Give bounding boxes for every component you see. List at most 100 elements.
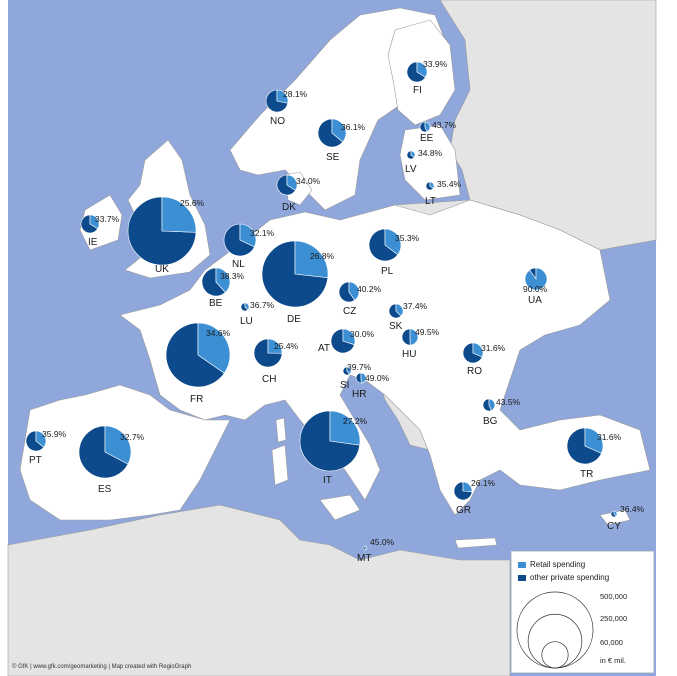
pct-label-fi: 33.9% <box>423 59 448 69</box>
country-pie-no: 28.1% NO <box>265 89 308 127</box>
pct-label-si: 39.7% <box>347 362 372 372</box>
country-pie-dk: 34.0% DK <box>276 174 321 213</box>
country-code-cy: CY <box>607 521 621 532</box>
legend-retail: Retail spending <box>518 560 585 569</box>
country-code-be: BE <box>209 298 223 309</box>
pie-slice-other-nl <box>223 223 255 257</box>
legend-other-swatch-icon <box>518 574 526 581</box>
country-pie-fr: 34.6% FR <box>165 322 231 405</box>
pie-slice-other-tr <box>566 427 602 465</box>
country-code-lu: LU <box>240 316 253 327</box>
country-code-ee: EE <box>420 133 434 144</box>
land-baltics <box>399 124 461 201</box>
pie-slice-other-dk <box>276 174 296 196</box>
country-code-lv: LV <box>405 164 417 175</box>
legend-retail-swatch-icon <box>518 561 526 568</box>
country-pie-hr: 49.0% HR <box>352 372 390 400</box>
land-corsica <box>275 417 287 443</box>
legend-other-label: other private spending <box>530 573 610 582</box>
pie-slice-other-ee <box>419 121 428 133</box>
country-pie-lv: 34.8%LV <box>405 148 443 175</box>
pie-slice-retail-lt <box>429 181 435 189</box>
pct-label-hr: 49.0% <box>365 373 390 383</box>
legend-size-circle-2 <box>541 641 569 669</box>
land-cyprus <box>599 509 631 526</box>
pie-slice-retail-pl <box>384 228 402 256</box>
country-pie-bg: 43.5% BG <box>482 397 521 427</box>
country-code-cz: CZ <box>343 306 356 317</box>
country-pie-ro: 31.6% RO <box>462 342 506 377</box>
pie-slice-retail-lu <box>244 302 250 311</box>
pie-slice-retail-cz <box>348 281 360 301</box>
country-code-it: IT <box>323 475 332 486</box>
pie-slice-other-fr <box>165 322 225 388</box>
pie-slice-retail-it <box>329 410 361 446</box>
pct-label-no: 28.1% <box>283 89 308 99</box>
country-pie-ch: 25.4% CH <box>253 338 299 385</box>
pct-label-ro: 31.6% <box>481 343 506 353</box>
legend-size-circle-0 <box>516 591 594 669</box>
country-code-uk: UK <box>155 264 169 275</box>
pie-slice-retail-mt <box>364 545 368 551</box>
legend: Retail spending other private spending 5… <box>511 551 654 673</box>
country-code-mt: MT <box>357 553 371 564</box>
country-pie-uk: 25.6% UK <box>127 196 205 275</box>
country-pie-it: 27.2% IT <box>299 410 368 486</box>
pie-slice-retail-cy <box>613 510 618 517</box>
pie-slice-retail-hr <box>360 372 367 384</box>
pie-slice-retail-es <box>104 425 132 465</box>
country-code-fr: FR <box>190 394 203 405</box>
map-credit: © GfK | www.gfk.com/geomarketing | Map c… <box>12 664 192 670</box>
pct-label-bg: 43.5% <box>496 397 521 407</box>
pie-slice-other-lv <box>406 150 415 160</box>
pie-slice-retail-fr <box>197 322 231 374</box>
pie-slice-other-pt <box>25 430 45 452</box>
pie-slice-other-lu <box>240 302 249 312</box>
country-code-ro: RO <box>467 366 482 377</box>
pie-slice-other-ie <box>80 214 99 234</box>
pie-slice-other-be <box>201 267 226 297</box>
country-pie-es: 32.7% ES <box>78 425 145 495</box>
pie-slice-retail-be <box>215 267 231 293</box>
country-pie-ee: 43.7% EE <box>419 120 457 144</box>
pie-slice-retail-sk <box>395 303 404 317</box>
country-code-lt: LT <box>425 196 436 207</box>
country-code-es: ES <box>98 484 112 495</box>
country-code-sk: SK <box>389 321 403 332</box>
pct-label-lv: 34.8% <box>418 148 443 158</box>
pct-label-pl: 35.3% <box>395 233 420 243</box>
country-pie-lt: 35.4%LT <box>425 179 462 207</box>
country-code-si: SI <box>340 380 349 391</box>
pie-slice-other-ro <box>462 342 483 364</box>
pct-label-pt: 35.9% <box>42 429 67 439</box>
pie-slice-retail-de <box>294 240 329 279</box>
land-ireland <box>79 194 123 251</box>
country-code-no: NO <box>270 116 285 127</box>
country-code-pl: PL <box>381 266 394 277</box>
country-code-nl: NL <box>232 259 245 270</box>
pct-label-lu: 36.7% <box>250 300 275 310</box>
country-pie-pt: 35.9% PT <box>25 429 67 466</box>
pct-label-gr: 26.1% <box>471 478 496 488</box>
pct-label-dk: 34.0% <box>296 176 321 186</box>
pie-slice-retail-ie <box>89 214 100 230</box>
pct-label-it: 27.2% <box>343 416 368 426</box>
country-code-de: DE <box>287 314 301 325</box>
pct-label-tr: 31.6% <box>597 432 622 442</box>
country-pie-at: 30.0% AT <box>318 328 375 354</box>
country-code-ch: CH <box>262 374 276 385</box>
pie-slice-other-hr <box>355 372 362 384</box>
pie-slice-other-hu <box>401 328 411 346</box>
pct-label-cy: 36.4% <box>620 504 645 514</box>
country-pie-gr: 26.1% GR <box>453 478 496 516</box>
pie-slice-retail-ch <box>267 338 283 354</box>
pct-label-lt: 35.4% <box>437 179 462 189</box>
pct-label-ie: 33.7% <box>95 214 120 224</box>
legend-other: other private spending <box>518 573 609 582</box>
country-pie-si: 39.7% SI <box>340 362 372 391</box>
land-sardinia <box>271 444 289 486</box>
country-pie-nl: 32.1% NL <box>223 223 275 270</box>
pct-label-de: 26.8% <box>310 251 335 261</box>
